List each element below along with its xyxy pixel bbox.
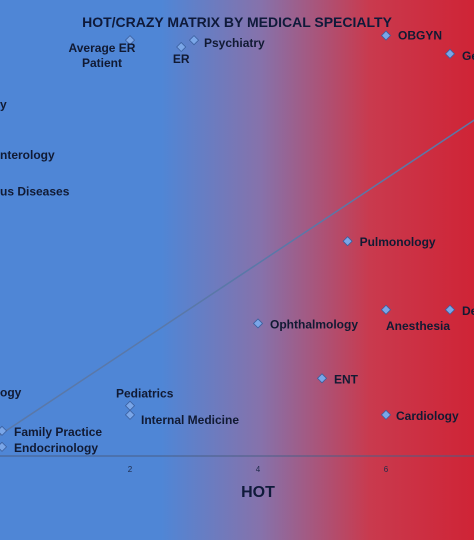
label-er: ER: [173, 52, 190, 66]
label-pediatrics: Pediatrics: [116, 387, 174, 401]
x-axis-title: HOT: [241, 484, 275, 501]
label-general-surgery: General Surgery: [462, 49, 474, 63]
label-obgyn: OBGYN: [398, 29, 442, 43]
point-ent: [316, 373, 328, 384]
x-tick-4: 4: [256, 465, 261, 474]
point-endocrinology: [0, 441, 8, 452]
label-ent: ENT: [334, 372, 359, 386]
point-cardiology: [380, 409, 392, 420]
point-general-surgery: [444, 48, 456, 59]
x-tick-6: 6: [384, 465, 389, 474]
point-er: [176, 41, 187, 53]
edge-label-ogy: ogy: [0, 386, 22, 400]
point-anesthesia: [380, 304, 392, 315]
point-dermatology: [444, 304, 456, 315]
label-cardiology: Cardiology: [396, 409, 459, 423]
point-pulmonology: [342, 236, 353, 247]
data-points: [0, 30, 456, 452]
label-internal-medicine: Internal Medicine: [141, 413, 239, 427]
x-tick-2: 2: [128, 465, 133, 474]
point-ophthalmology: [252, 318, 264, 329]
point-average-er-patient: [124, 35, 136, 46]
point-family-practice: [0, 425, 8, 436]
label-dermatology: Dermatology: [462, 304, 474, 318]
point-psychiatry: [188, 35, 200, 46]
x-tick-labels: 2468: [128, 465, 389, 474]
edge-label-y: y: [0, 98, 7, 112]
label-psychiatry: Psychiatry: [204, 36, 265, 50]
chart-title: HOT/CRAZY MATRIX BY MEDICAL SPECIALTY: [82, 14, 392, 30]
point-obgyn: [380, 30, 392, 41]
label-average-er-patient: Average ER Patient: [69, 41, 136, 70]
label-family-practice: Family Practice: [14, 425, 102, 439]
edge-label-nterology: nterology: [0, 148, 55, 162]
label-ophthalmology: Ophthalmology: [270, 317, 358, 331]
label-endocrinology: Endocrinology: [14, 441, 98, 455]
trend-line: [0, 119, 474, 436]
edge-label-us-diseases: us Diseases: [0, 185, 70, 199]
label-pulmonology: Pulmonology: [360, 235, 436, 249]
point-internal-medicine: [124, 409, 136, 420]
label-anesthesia: Anesthesia: [386, 319, 450, 333]
